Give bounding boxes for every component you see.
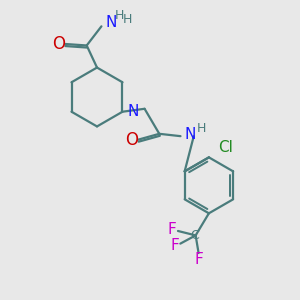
Text: C: C: [191, 230, 200, 242]
Text: F: F: [167, 222, 176, 237]
Text: O: O: [125, 131, 138, 149]
Text: F: F: [194, 252, 203, 267]
Text: O: O: [52, 35, 65, 53]
Text: H: H: [115, 9, 124, 22]
Text: H: H: [123, 14, 132, 26]
Text: Cl: Cl: [218, 140, 232, 155]
Text: N: N: [128, 104, 139, 119]
Text: H: H: [197, 122, 206, 135]
Text: N: N: [184, 127, 195, 142]
Text: F: F: [171, 238, 179, 253]
Text: N: N: [105, 15, 117, 30]
